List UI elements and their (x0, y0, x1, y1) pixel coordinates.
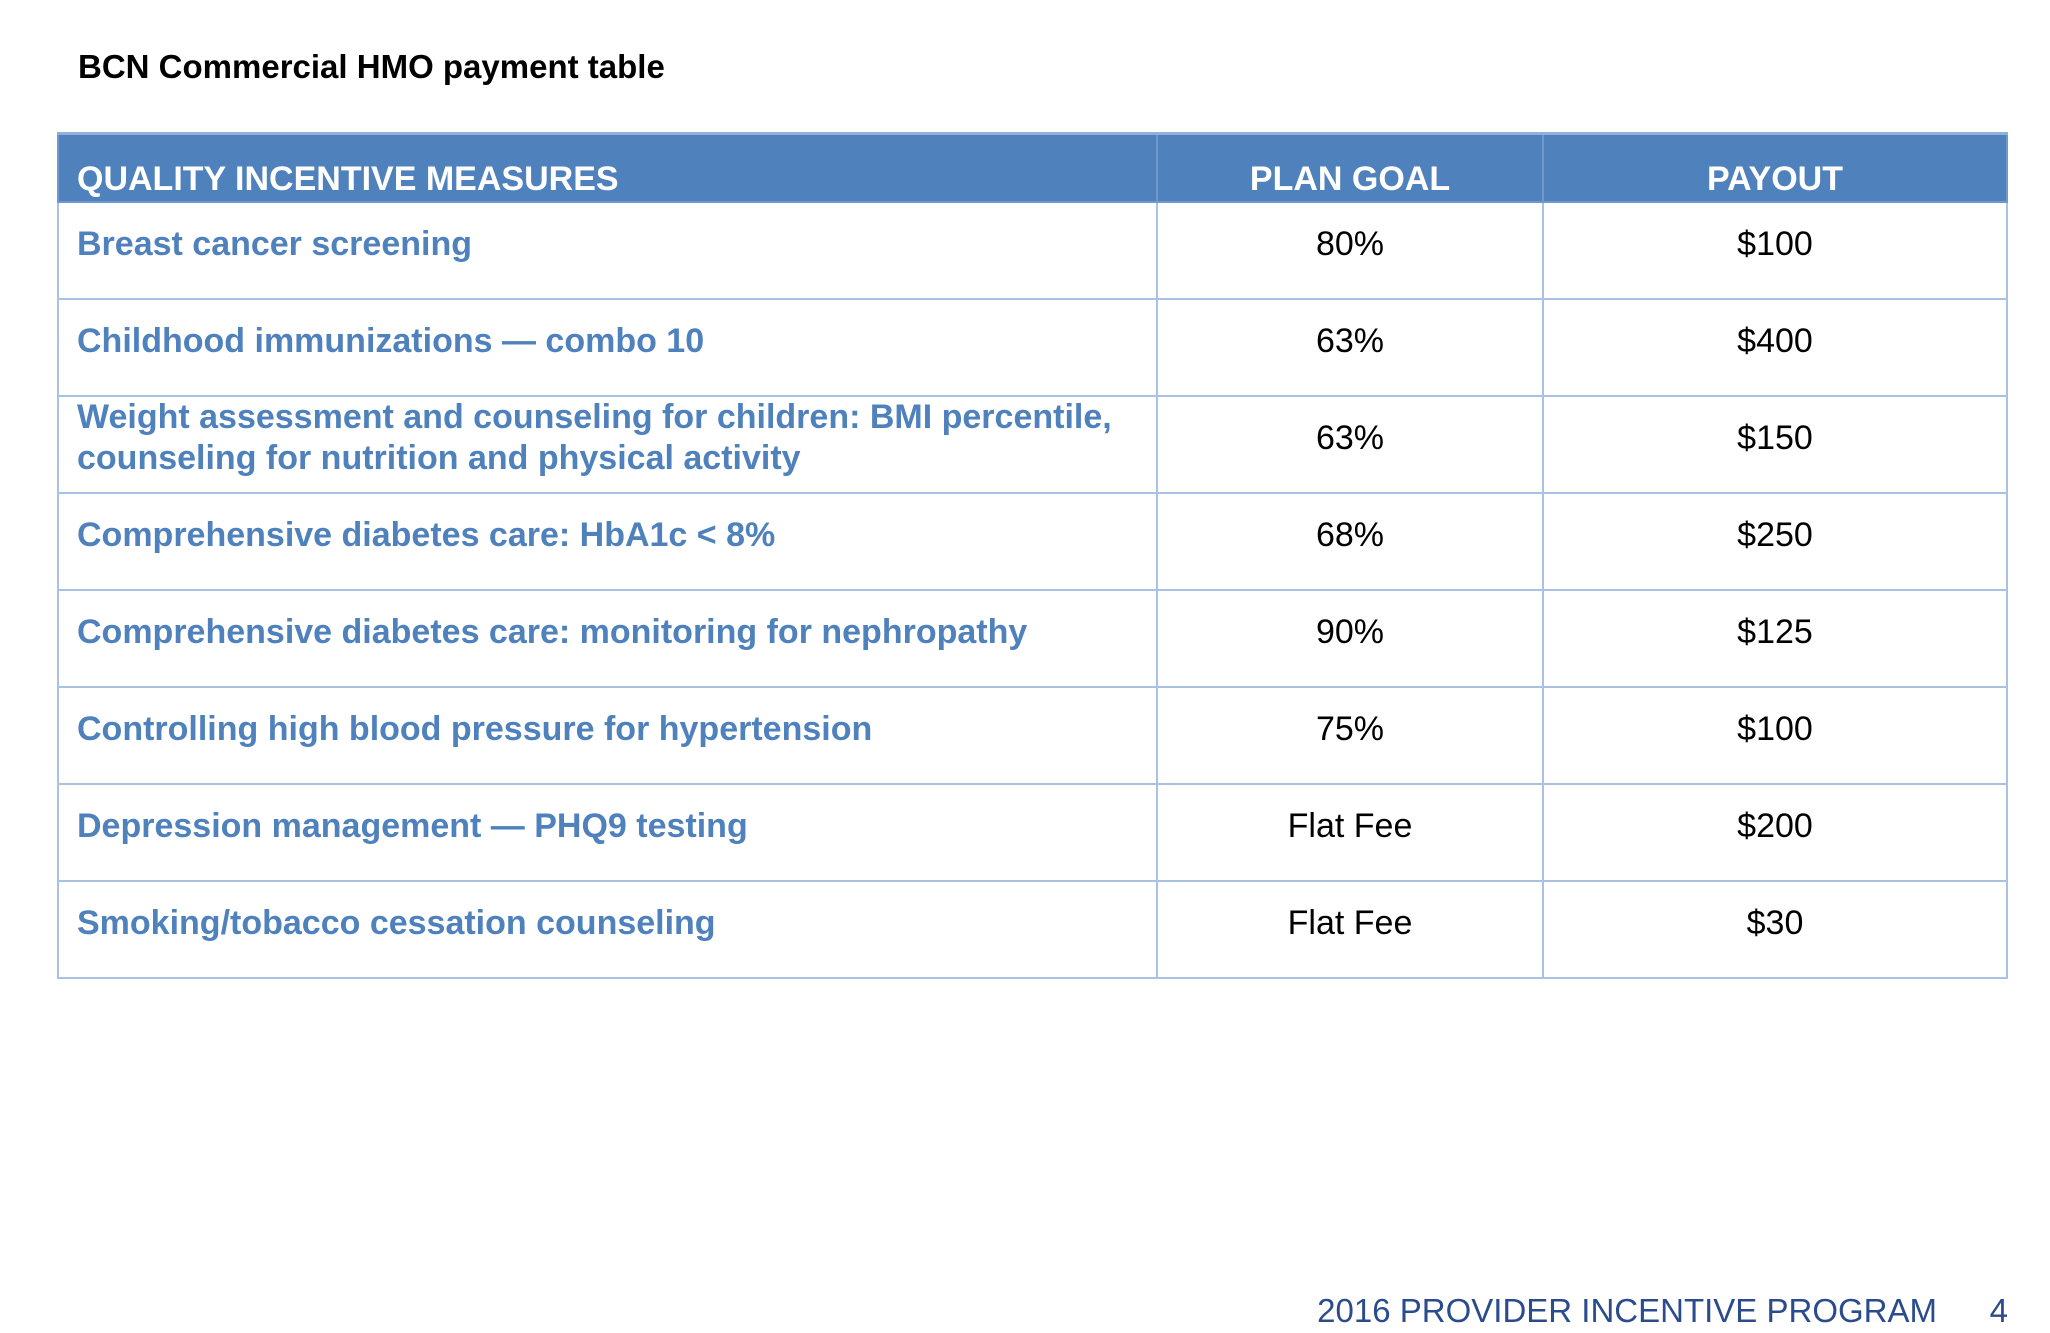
page-title: BCN Commercial HMO payment table (78, 48, 665, 85)
payment-table-container: QUALITY INCENTIVE MEASURES PLAN GOAL PAY… (57, 132, 2008, 979)
column-header-payout: PAYOUT (1542, 132, 2008, 203)
measure-cell: Smoking/tobacco cessation counseling (57, 879, 1158, 979)
table-row: Controlling high blood pressure for hype… (57, 685, 2008, 785)
payout-cell: $150 (1542, 394, 2008, 494)
table-row: Weight assessment and counseling for chi… (57, 394, 2008, 494)
plan-goal-cell: 90% (1156, 588, 1544, 688)
measure-cell: Childhood immunizations — combo 10 (57, 297, 1158, 397)
payout-cell: $250 (1542, 491, 2008, 591)
measure-cell: Breast cancer screening (57, 200, 1158, 300)
table-row: Breast cancer screening 80% $100 (57, 200, 2008, 300)
measure-cell: Controlling high blood pressure for hype… (57, 685, 1158, 785)
plan-goal-cell: 80% (1156, 200, 1544, 300)
measure-cell: Depression management — PHQ9 testing (57, 782, 1158, 882)
payout-cell: $200 (1542, 782, 2008, 882)
footer: 2016 PROVIDER INCENTIVE PROGRAM 4 (0, 1292, 2050, 1332)
page-number: 4 (1989, 1292, 2008, 1329)
payout-cell: $100 (1542, 685, 2008, 785)
plan-goal-cell: 68% (1156, 491, 1544, 591)
payout-cell: $125 (1542, 588, 2008, 688)
plan-goal-cell: 63% (1156, 394, 1544, 494)
column-header-plan-goal: PLAN GOAL (1156, 132, 1544, 203)
measure-cell: Comprehensive diabetes care: HbA1c < 8% (57, 491, 1158, 591)
payout-cell: $400 (1542, 297, 2008, 397)
plan-goal-cell: 75% (1156, 685, 1544, 785)
plan-goal-cell: 63% (1156, 297, 1544, 397)
table-row: Smoking/tobacco cessation counseling Fla… (57, 879, 2008, 979)
measure-cell: Weight assessment and counseling for chi… (57, 394, 1158, 494)
table-row: Comprehensive diabetes care: monitoring … (57, 588, 2008, 688)
measure-cell: Comprehensive diabetes care: monitoring … (57, 588, 1158, 688)
table-row: Childhood immunizations — combo 10 63% $… (57, 297, 2008, 397)
plan-goal-cell: Flat Fee (1156, 879, 1544, 979)
payout-cell: $30 (1542, 879, 2008, 979)
plan-goal-cell: Flat Fee (1156, 782, 1544, 882)
table-header-row: QUALITY INCENTIVE MEASURES PLAN GOAL PAY… (57, 132, 2008, 203)
footer-program-title: 2016 PROVIDER INCENTIVE PROGRAM (1317, 1292, 1937, 1329)
payout-cell: $100 (1542, 200, 2008, 300)
table-row: Comprehensive diabetes care: HbA1c < 8% … (57, 491, 2008, 591)
table-row: Depression management — PHQ9 testing Fla… (57, 782, 2008, 882)
payment-table: QUALITY INCENTIVE MEASURES PLAN GOAL PAY… (57, 132, 2008, 979)
column-header-measures: QUALITY INCENTIVE MEASURES (57, 132, 1158, 203)
